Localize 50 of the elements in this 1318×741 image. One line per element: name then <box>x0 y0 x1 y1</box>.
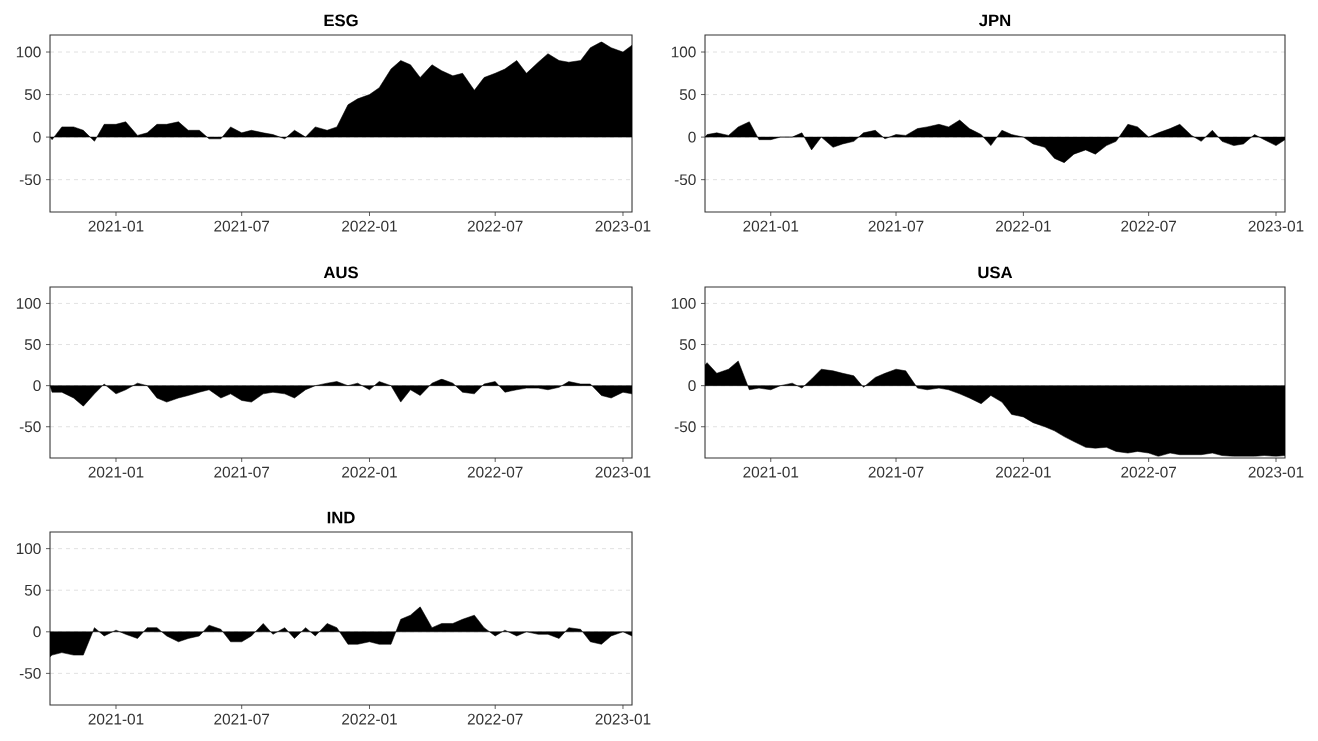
chart-title: JPN <box>979 14 1011 27</box>
y-tick-label: 100 <box>16 46 41 58</box>
x-tick-label: 2021-01 <box>743 220 799 232</box>
y-tick-label: 100 <box>16 543 41 555</box>
y-tick-label: -50 <box>19 667 41 679</box>
x-tick-label: 2021-07 <box>214 713 270 725</box>
y-tick-label: -50 <box>19 174 41 186</box>
y-tick-label: -50 <box>674 174 696 186</box>
x-tick-label: 2021-01 <box>743 466 799 478</box>
x-tick-label: 2022-07 <box>467 220 523 232</box>
chart-title: AUS <box>323 266 358 279</box>
chart-title: IND <box>327 511 355 524</box>
x-tick-label: 2021-07 <box>868 220 924 232</box>
x-tick-label: 2022-07 <box>1121 220 1177 232</box>
y-tick-label: 0 <box>33 131 41 143</box>
x-tick-label: 2022-01 <box>996 466 1051 478</box>
x-tick-label: 2021-01 <box>88 466 144 478</box>
y-tick-label: 50 <box>679 89 696 100</box>
y-tick-label: 50 <box>24 89 41 100</box>
y-tick-label: 100 <box>671 298 696 309</box>
y-tick-label: 0 <box>33 380 41 392</box>
x-tick-label: 2022-01 <box>342 466 397 478</box>
x-tick-label: 2021-07 <box>214 466 270 478</box>
x-tick-label: 2022-01 <box>342 713 397 725</box>
x-tick-label: 2022-07 <box>1121 466 1177 478</box>
x-tick-label: 2022-01 <box>996 220 1051 232</box>
y-tick-label: -50 <box>19 421 41 433</box>
y-tick-label: 0 <box>688 380 696 392</box>
y-tick-label: -50 <box>674 421 696 433</box>
y-tick-label: 0 <box>688 131 696 143</box>
x-tick-label: 2022-07 <box>467 713 523 725</box>
x-tick-label: 2021-07 <box>868 466 924 478</box>
y-tick-label: 50 <box>24 584 41 596</box>
chart-title: ESG <box>324 14 358 27</box>
x-tick-label: 2021-01 <box>88 713 144 725</box>
x-tick-label: 2023-01 <box>595 713 651 725</box>
x-tick-label: 2023-01 <box>595 220 651 232</box>
x-tick-label: 2023-01 <box>1248 220 1304 232</box>
x-tick-label: 2021-01 <box>88 220 144 232</box>
y-tick-label: 100 <box>671 46 696 58</box>
x-tick-label: 2021-07 <box>214 220 270 232</box>
chart-title: USA <box>978 266 1013 279</box>
y-tick-label: 50 <box>679 339 696 350</box>
y-tick-label: 100 <box>16 298 41 309</box>
x-tick-label: 2023-01 <box>1248 466 1304 478</box>
y-tick-label: 0 <box>33 626 41 638</box>
x-tick-label: 2023-01 <box>595 466 651 478</box>
x-tick-label: 2022-07 <box>467 466 523 478</box>
y-tick-label: 50 <box>24 339 41 350</box>
x-tick-label: 2022-01 <box>342 220 397 232</box>
